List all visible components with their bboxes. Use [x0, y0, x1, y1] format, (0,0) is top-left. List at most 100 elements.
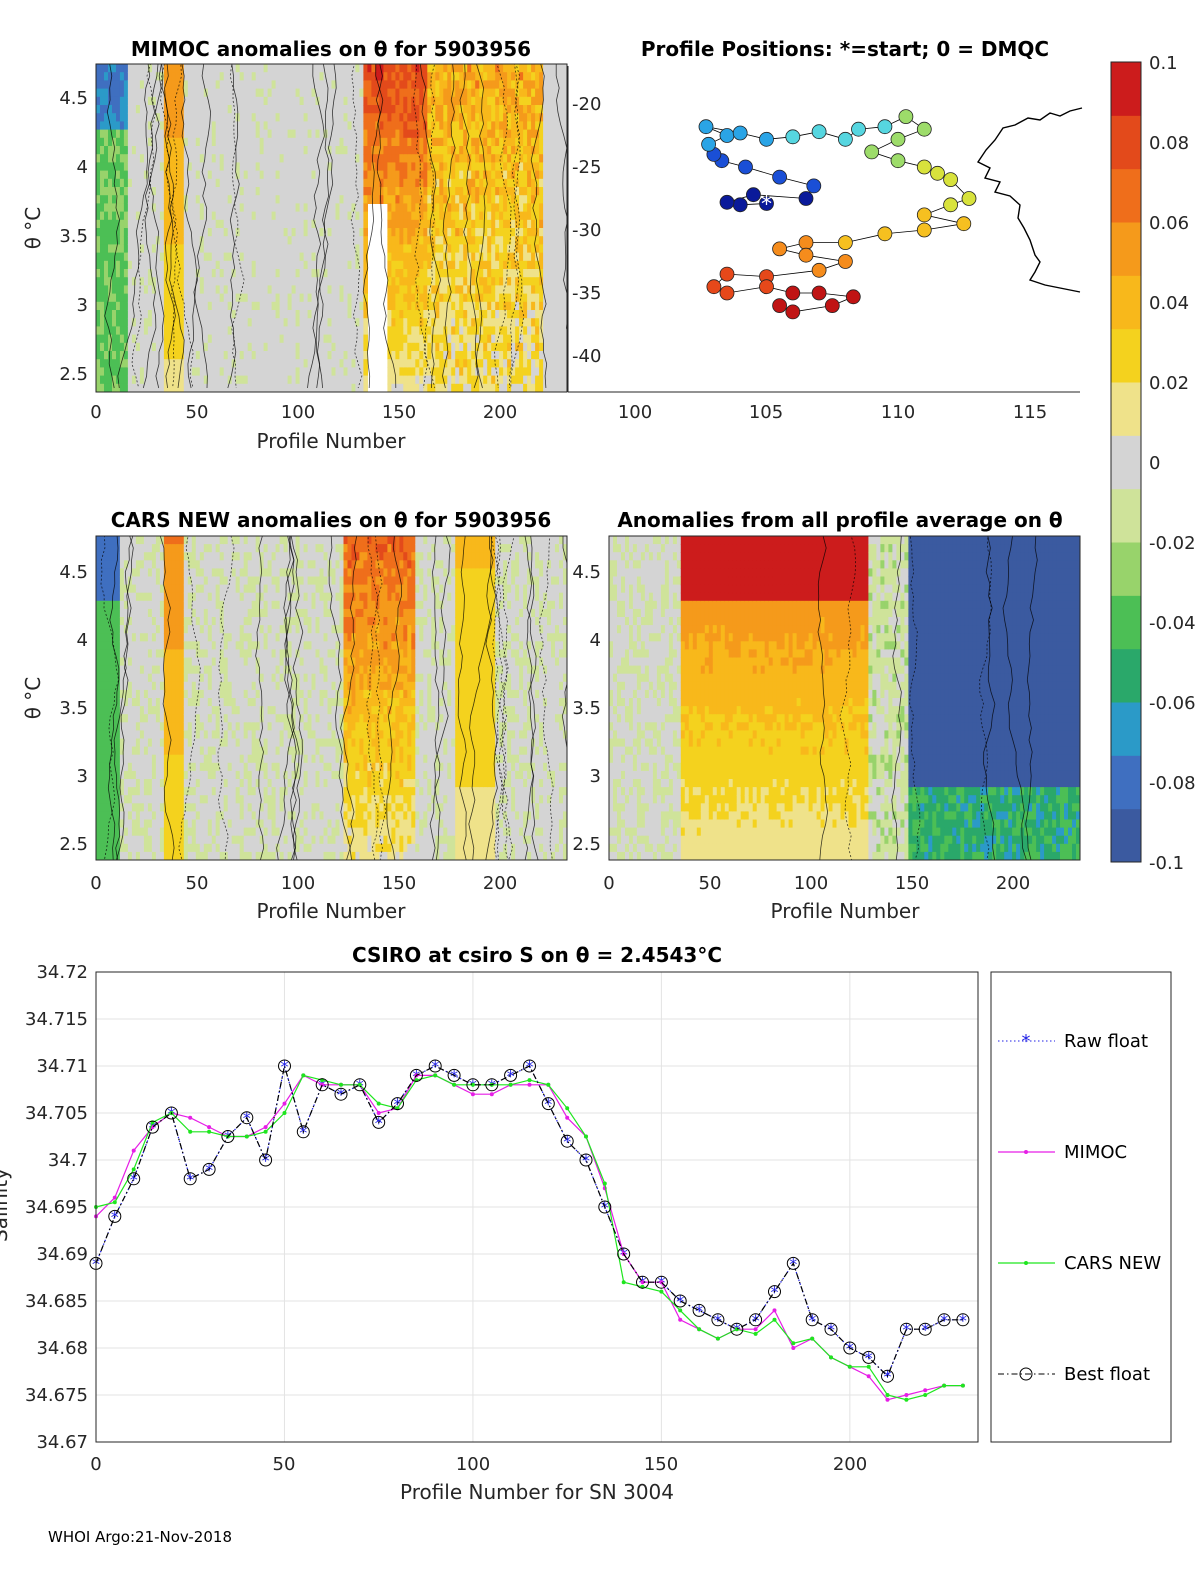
heat-cell [104, 72, 109, 81]
heat-cell [247, 383, 253, 392]
heat-cell [551, 277, 556, 286]
heat-cell [503, 64, 508, 73]
heat-cell [527, 154, 532, 163]
heat-cell [343, 318, 349, 327]
heat-cell [116, 779, 121, 788]
heat-cell [183, 219, 189, 229]
heat-cell [359, 162, 364, 172]
heat-cell [443, 178, 448, 188]
heat-cell [239, 88, 245, 98]
heat-cell [387, 383, 392, 392]
heat-cell [295, 219, 301, 229]
heat-cell [283, 260, 289, 270]
heat-cell [231, 203, 237, 213]
heat-cell [455, 162, 460, 172]
heat-cell [527, 178, 532, 188]
heat-cell [411, 195, 416, 204]
heat-cell [163, 351, 169, 360]
heat-cell [227, 96, 233, 106]
heat-cell [167, 154, 173, 163]
heat-cell [331, 187, 337, 196]
heat-cell [511, 367, 516, 377]
heat-cell [179, 269, 185, 278]
heat-cell [551, 72, 556, 81]
heat-cell [355, 351, 360, 360]
heat-cell [96, 285, 101, 295]
heat-cell [283, 203, 289, 213]
heat-cell [267, 236, 273, 245]
heat-cell [183, 260, 189, 270]
heat-cell [271, 244, 277, 254]
heat-cell [96, 795, 101, 804]
heat-cell [171, 105, 177, 114]
heat-cell [447, 252, 452, 262]
heat-cell [171, 211, 177, 221]
heat-cell [523, 137, 528, 147]
heat-cell [187, 105, 193, 114]
heat-cell [159, 129, 165, 139]
heat-cell [179, 277, 185, 286]
heat-cell [307, 342, 313, 352]
heat-cell [531, 359, 536, 368]
heat-cell [407, 285, 412, 295]
heat-cell [439, 187, 444, 196]
heat-cell [231, 375, 237, 385]
heat-cell [535, 170, 540, 180]
heat-cell [423, 203, 428, 213]
heat-cell [96, 819, 101, 829]
heat-cell [112, 657, 117, 667]
heat-cell [123, 146, 129, 155]
heat-cell [135, 236, 141, 245]
heat-cell [231, 293, 237, 303]
heat-cell [351, 113, 357, 122]
heat-cell [363, 228, 368, 237]
heat-cell [275, 228, 281, 237]
heat-cell [515, 195, 520, 204]
heat-cell [427, 367, 432, 377]
heat-cell [435, 334, 440, 344]
heat-cell [435, 326, 440, 336]
heat-cell [459, 137, 464, 147]
heat-cell [411, 129, 416, 139]
heat-cell [243, 310, 249, 319]
heat-cell [112, 195, 117, 204]
heat-cell [387, 375, 392, 385]
heat-cell [527, 260, 532, 270]
heat-cell [359, 301, 364, 311]
heat-cell [187, 236, 193, 245]
heat-cell [467, 203, 472, 213]
heat-cell [347, 367, 353, 377]
heat-cell [119, 351, 125, 360]
heat-cell [96, 293, 101, 303]
heat-cell [199, 293, 205, 303]
heat-cell [100, 269, 105, 278]
heat-cell [523, 105, 528, 114]
heat-cell [531, 228, 536, 237]
heat-cell [112, 154, 117, 163]
heat-cell [291, 154, 297, 163]
heat-cell [475, 154, 480, 163]
heat-cell [311, 260, 317, 270]
heat-cell [355, 146, 360, 155]
heat-cell [335, 137, 341, 147]
heat-cell [100, 293, 105, 303]
heat-cell [523, 80, 528, 90]
heat-cell [147, 64, 153, 73]
heat-cell [187, 293, 193, 303]
heat-cell [116, 592, 121, 602]
heat-cell [355, 301, 360, 311]
heat-cell [207, 72, 213, 81]
heat-cell [223, 72, 229, 81]
heat-cell [147, 269, 153, 278]
heat-cell [511, 285, 516, 295]
heat-cell [179, 113, 185, 122]
heat-cell [551, 219, 556, 229]
heat-cell [171, 351, 177, 360]
heat-cell [235, 121, 241, 131]
heat-cell [104, 706, 109, 715]
heat-cell [247, 301, 253, 311]
heat-cell [351, 244, 357, 254]
heat-cell [347, 383, 353, 392]
heat-cell [503, 96, 508, 106]
heat-cell [239, 326, 245, 336]
